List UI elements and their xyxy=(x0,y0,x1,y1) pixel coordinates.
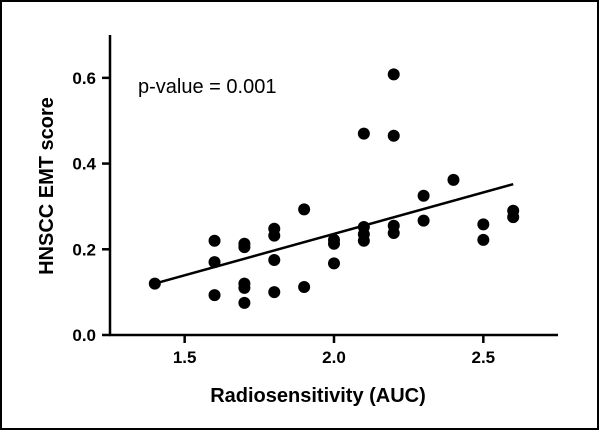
data-point xyxy=(238,281,251,294)
x-tick-label: 2.5 xyxy=(472,348,496,367)
x-tick-label: 2.0 xyxy=(322,348,346,367)
data-point xyxy=(208,234,221,247)
data-point xyxy=(417,189,430,202)
data-points xyxy=(148,68,520,309)
data-point xyxy=(387,227,400,239)
data-point xyxy=(357,127,370,140)
data-point xyxy=(477,233,490,246)
data-point xyxy=(268,229,281,242)
x-axis-title: Radiosensitivity (AUC) xyxy=(210,385,426,407)
x-tick-label: 1.5 xyxy=(173,348,197,367)
data-point xyxy=(447,173,460,186)
data-point xyxy=(328,237,340,250)
y-tick-label: 0.4 xyxy=(72,155,96,174)
data-point xyxy=(417,214,430,227)
data-point xyxy=(268,286,281,299)
y-tick-label: 0.6 xyxy=(72,69,96,88)
data-point xyxy=(298,281,311,293)
data-point xyxy=(268,254,281,266)
data-point xyxy=(238,241,251,254)
data-point xyxy=(298,203,311,216)
data-point xyxy=(208,289,221,302)
data-point xyxy=(387,129,400,142)
data-point xyxy=(328,257,340,270)
p-value-annotation: p-value = 0.001 xyxy=(138,76,276,98)
trendline xyxy=(154,182,514,285)
ticks xyxy=(102,76,485,343)
y-axis-title: HNSCC EMT score xyxy=(36,97,58,275)
data-point xyxy=(507,211,520,224)
data-point xyxy=(387,68,400,81)
data-point xyxy=(238,296,251,309)
y-tick-label: 0.0 xyxy=(72,326,96,345)
data-point xyxy=(477,218,490,231)
y-tick-label: 0.2 xyxy=(72,240,96,259)
tick-labels: 1.5 2.0 2.5 0.0 0.2 0.4 0.6 xyxy=(72,69,495,367)
data-point xyxy=(357,234,370,247)
